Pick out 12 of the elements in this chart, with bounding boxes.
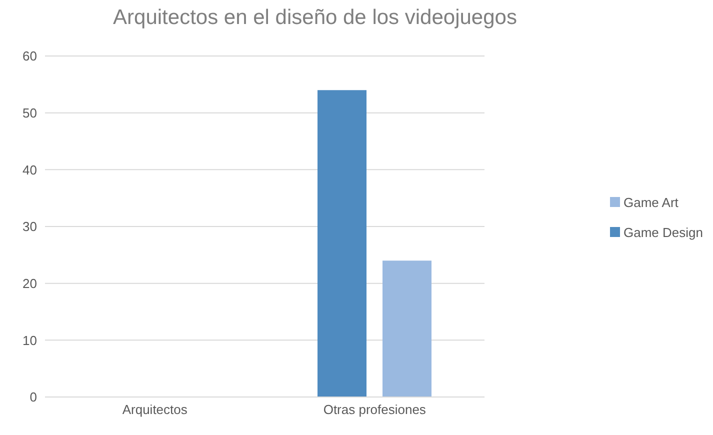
y-tick-label: 40 xyxy=(22,162,37,178)
x-tick-label: Otras profesiones xyxy=(323,402,426,418)
y-tick-label: 20 xyxy=(22,276,37,291)
y-tick-label: 60 xyxy=(22,48,37,64)
chart-title: Arquitectos en el diseño de los videojuegos xyxy=(112,6,518,30)
legend-label: Game Art xyxy=(624,194,678,210)
x-tick-label: Arquitectos xyxy=(122,402,188,418)
legend-label: Game Design xyxy=(624,224,703,240)
y-tick-label: 0 xyxy=(30,390,37,405)
y-tick-label: 50 xyxy=(22,105,37,120)
y-tick-label: 10 xyxy=(22,332,37,348)
y-tick-label: 30 xyxy=(22,219,37,234)
